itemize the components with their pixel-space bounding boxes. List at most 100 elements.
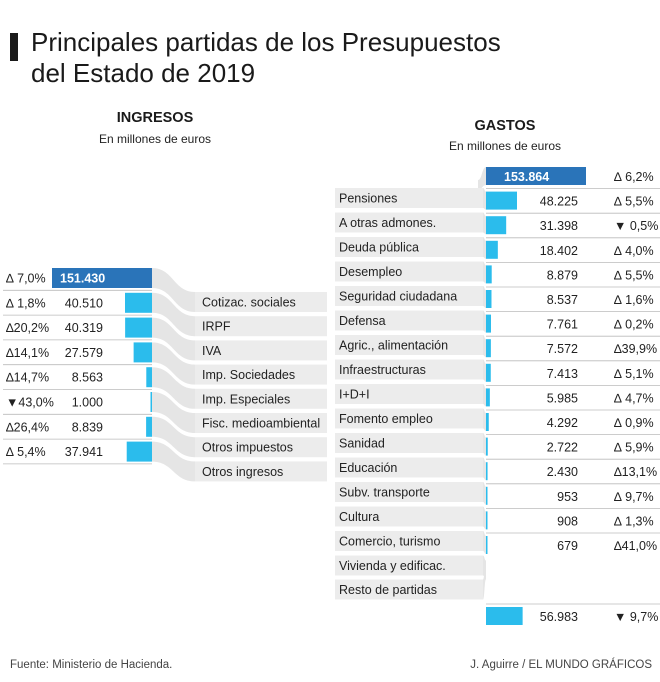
gastos-label-row (335, 531, 483, 551)
ingresos-category-label: IVA (202, 344, 222, 358)
gastos-value-label: 679 (557, 539, 578, 553)
gastos-change-label: ∆ 1,3% (614, 514, 654, 528)
gastos-bar (486, 462, 488, 481)
ingresos-change-label: ∆ 7,0% (6, 272, 46, 286)
gastos-label-row (335, 482, 483, 502)
ingresos-value-label: 8.839 (72, 420, 103, 434)
gastos-change-label: ∆41,0% (614, 539, 657, 553)
gastos-change-label: ∆ 5,5% (614, 268, 654, 282)
gastos-bar (486, 607, 523, 625)
footer-credit: J. Aguirre / EL MUNDO GRÁFICOS (470, 659, 652, 671)
gastos-label-row (335, 457, 483, 478)
gastos-band (483, 261, 486, 284)
gastos-category-label: Comercio, turismo (339, 535, 440, 549)
gastos-category-label: Desempleo (339, 265, 402, 279)
ingresos-value-label: 27.579 (65, 346, 103, 360)
gastos-change-label: ▼ 9,7% (614, 610, 658, 624)
ingresos-bar (125, 292, 152, 313)
gastos-value-label: 7.572 (547, 342, 578, 356)
ingresos-change-label: ∆ 1,8% (6, 296, 46, 310)
gastos-category-label: Agric., alimentación (339, 339, 448, 353)
gastos-band (483, 212, 486, 235)
gastos-category-label: Vivienda y edificac. (339, 559, 446, 573)
ingresos-bar (125, 317, 152, 338)
gastos-band (483, 408, 486, 431)
gastos-value-label: 8.879 (547, 268, 578, 282)
gastos-category-label: I+D+I (339, 388, 370, 402)
ingresos-total-band (152, 268, 195, 312)
ingresos-category-label: Imp. Especiales (202, 392, 290, 406)
gastos-total-band (478, 167, 486, 190)
ingresos-subtitle: En millones de euros (98, 132, 212, 146)
gastos-change-label: ∆ 1,6% (614, 293, 654, 307)
gastos-label-row (335, 408, 483, 429)
ingresos-bar (150, 392, 152, 412)
ingresos-label-row (195, 316, 327, 337)
ingresos-bar (146, 416, 152, 437)
gastos-change-label: ∆39,9% (614, 342, 657, 356)
gastos-label-row (335, 261, 483, 282)
gastos-category-label: Fomento empleo (339, 412, 433, 426)
ingresos-category-label: Cotizac. sociales (202, 296, 296, 310)
gastos-bar (486, 216, 507, 235)
ingresos-total-value: 151.430 (60, 272, 105, 286)
gastos-category-label: Cultura (339, 510, 379, 524)
ingresos-change-label: ∆26,4% (6, 420, 49, 434)
gastos-value-label: 953 (557, 490, 578, 504)
gastos-label-row (335, 212, 483, 233)
gastos-band (483, 482, 486, 505)
gastos-band (483, 188, 486, 210)
gastos-bar (486, 240, 498, 259)
gastos-value-label: 8.537 (547, 293, 578, 307)
gastos-change-label: ∆ 0,2% (614, 318, 654, 332)
ingresos-label-row (195, 292, 327, 312)
ingresos-band (152, 342, 195, 385)
ingresos-band (152, 317, 195, 361)
title-accent-bar (10, 33, 18, 61)
ingresos-category-label: Otros ingresos (202, 465, 283, 479)
ingresos-band (152, 392, 195, 433)
gastos-label-row (335, 359, 483, 380)
gastos-change-label: ∆ 4,0% (614, 244, 654, 258)
gastos-band (483, 457, 486, 481)
gastos-bar (486, 486, 488, 505)
budget-chart: Cotizac. sociales IRPF IVA Imp. Sociedades I… (3, 167, 660, 625)
ingresos-bar (126, 441, 152, 462)
ingresos-band (152, 441, 195, 482)
gastos-label-row (335, 384, 483, 404)
gastos-category-label: Defensa (339, 314, 386, 328)
gastos-band (483, 237, 486, 259)
gastos-band (483, 433, 486, 456)
gastos-value-label: 18.402 (540, 244, 578, 258)
gastos-bar (486, 363, 491, 382)
gastos-change-label: ∆ 0,9% (614, 416, 654, 430)
gastos-value-label: 5.985 (547, 391, 578, 405)
ingresos-change-label: ∆ 5,4% (6, 445, 46, 459)
gastos-bar (486, 388, 490, 407)
ingresos-heading: INGRESOS (116, 110, 194, 126)
chart-title-line-2: del Estado de 2019 (31, 58, 256, 88)
gastos-band (483, 561, 486, 600)
gastos-bar (486, 290, 492, 308)
gastos-change-label: ∆ 5,9% (614, 441, 654, 455)
ingresos-label-row (195, 413, 327, 433)
gastos-band (483, 286, 486, 308)
gastos-subtitle: En millones de euros (448, 139, 562, 153)
ingresos-bar (146, 367, 152, 388)
gastos-category-label: Pensiones (339, 192, 397, 206)
gastos-band (483, 531, 486, 554)
gastos-value-label: 56.983 (540, 610, 578, 624)
ingresos-band (152, 292, 195, 337)
gastos-bar (486, 265, 492, 284)
ingresos-bar (133, 342, 152, 363)
ingresos-total-bar (52, 268, 152, 288)
gastos-band (483, 384, 486, 407)
gastos-label-row (335, 335, 483, 355)
ingresos-change-label: ∆14,1% (6, 346, 49, 360)
ingresos-change-label: ▼43,0% (6, 396, 54, 410)
ingresos-band (152, 367, 195, 409)
ingresos-value-label: 40.319 (65, 321, 103, 335)
gastos-value-label: 908 (557, 514, 578, 528)
gastos-heading: GASTOS (474, 118, 536, 134)
ingresos-band (152, 416, 195, 458)
